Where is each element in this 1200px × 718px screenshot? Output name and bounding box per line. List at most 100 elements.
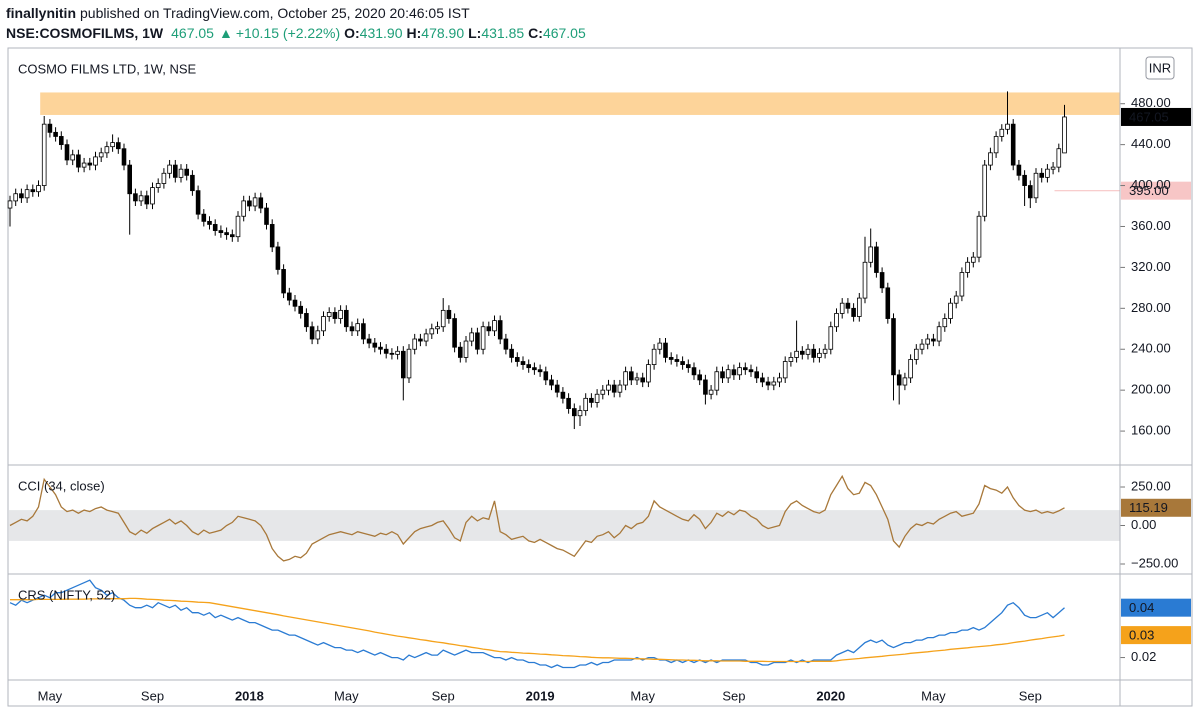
candle-body bbox=[309, 326, 315, 340]
candle-body bbox=[361, 323, 366, 340]
x-tick-label: Sep bbox=[141, 688, 164, 703]
candle-body bbox=[594, 393, 600, 403]
candle-body bbox=[640, 377, 645, 383]
candle-body bbox=[919, 343, 925, 350]
candle-body bbox=[190, 174, 195, 192]
candle-body bbox=[794, 350, 799, 358]
candle-body bbox=[338, 309, 343, 319]
x-tick-label: Sep bbox=[1019, 688, 1042, 703]
candle-body bbox=[59, 136, 64, 146]
last-value-label: 0.04 bbox=[1129, 600, 1154, 615]
header-line-2: NSE:COSMOFILMS, 1W 467.05 ▲ +10.15 (+2.22%)… bbox=[6, 25, 586, 41]
candle-body bbox=[931, 338, 936, 342]
frame bbox=[7, 47, 1193, 707]
candle-body bbox=[554, 384, 560, 393]
candle-body bbox=[1005, 123, 1010, 130]
candle-body bbox=[76, 154, 81, 168]
ohlc-key: C: bbox=[528, 25, 543, 41]
candle-body bbox=[691, 367, 697, 376]
candle-body bbox=[218, 230, 224, 234]
candle-body bbox=[423, 333, 429, 342]
y-tick-label: −250.00 bbox=[1131, 555, 1178, 570]
candle-body bbox=[1062, 116, 1067, 154]
x-tick-label: May bbox=[334, 688, 359, 703]
candle-body bbox=[708, 389, 714, 395]
candle-body bbox=[509, 348, 514, 358]
ohlc-value: 478.90 bbox=[421, 25, 464, 41]
ohlc-value: 431.85 bbox=[481, 25, 524, 41]
candle-body bbox=[258, 197, 264, 209]
candle-body bbox=[184, 168, 190, 176]
candle-body bbox=[212, 224, 218, 231]
candle-body bbox=[155, 183, 161, 188]
currency-box bbox=[1145, 56, 1175, 80]
candle-body bbox=[372, 342, 378, 348]
y-tick-label: 280.00 bbox=[1131, 300, 1171, 315]
x-tick-label: May bbox=[921, 688, 946, 703]
candle-body bbox=[298, 305, 303, 314]
ohlc-key: H: bbox=[407, 25, 422, 41]
candle-body bbox=[469, 332, 474, 342]
x-tick-label: 2020 bbox=[816, 688, 845, 703]
candle-body bbox=[252, 197, 258, 207]
candle-body bbox=[440, 309, 446, 328]
candle-body bbox=[269, 224, 275, 248]
candle-body bbox=[435, 326, 440, 330]
candle-body bbox=[822, 348, 828, 354]
candle-body bbox=[355, 323, 360, 332]
candle-body bbox=[321, 316, 326, 332]
y-tick-label: 160.00 bbox=[1131, 423, 1171, 438]
candle-body bbox=[207, 220, 212, 225]
candle-body bbox=[583, 397, 588, 412]
candle-body bbox=[24, 189, 30, 199]
candle-body bbox=[395, 350, 400, 355]
x-tick-label: May bbox=[630, 688, 655, 703]
candle-body bbox=[121, 148, 127, 166]
x-tick-label: Sep bbox=[432, 688, 455, 703]
candle-body bbox=[577, 410, 583, 417]
ohlc-value: 431.90 bbox=[360, 25, 403, 41]
ohlc-key: L: bbox=[468, 25, 481, 41]
y-tick-label: 440.00 bbox=[1131, 136, 1171, 151]
candle-body bbox=[127, 164, 133, 195]
plot-layer: 395.00 467.05 INR COSMO FILMS LTD, 1W, NSE 1… bbox=[7, 48, 1192, 706]
candle-body bbox=[737, 367, 742, 376]
y-tick-label: 480.00 bbox=[1131, 95, 1171, 110]
header-line-1: finallynitin published on TradingView.com… bbox=[6, 5, 470, 21]
candle-body bbox=[378, 346, 383, 350]
zone bbox=[40, 92, 1121, 115]
candle-body bbox=[936, 326, 942, 342]
candle-body bbox=[70, 154, 76, 161]
candle-body bbox=[754, 371, 759, 379]
candle-body bbox=[982, 164, 987, 217]
candle-body bbox=[976, 215, 982, 258]
candle-body bbox=[782, 361, 788, 379]
candle-body bbox=[400, 350, 406, 379]
candle-body bbox=[144, 195, 150, 205]
candle-body bbox=[406, 348, 412, 379]
candle-body bbox=[304, 313, 309, 328]
candle-body bbox=[429, 328, 435, 335]
last-value-box bbox=[1121, 107, 1191, 126]
candle-body bbox=[349, 326, 355, 332]
candle-body bbox=[47, 123, 53, 133]
candle-body bbox=[845, 302, 851, 309]
change: +10.15 (+2.22%) bbox=[236, 25, 340, 41]
candle-body bbox=[486, 326, 492, 332]
candle-body bbox=[651, 348, 657, 365]
candle-body bbox=[788, 357, 794, 362]
y-tick-label: 240.00 bbox=[1131, 341, 1171, 356]
last-value-box bbox=[1121, 181, 1191, 200]
candle-body bbox=[53, 131, 58, 137]
candle-body bbox=[874, 246, 879, 273]
candle-body bbox=[104, 146, 110, 154]
candle-body bbox=[98, 152, 104, 158]
candle-body bbox=[674, 359, 680, 362]
candle-body bbox=[811, 348, 816, 358]
user: finallynitin bbox=[6, 5, 76, 21]
series-line bbox=[9, 579, 1065, 669]
y-tick-label: 400.00 bbox=[1131, 177, 1171, 192]
candle-body bbox=[275, 246, 281, 270]
candle-body bbox=[235, 215, 241, 238]
candle-body bbox=[172, 164, 178, 178]
